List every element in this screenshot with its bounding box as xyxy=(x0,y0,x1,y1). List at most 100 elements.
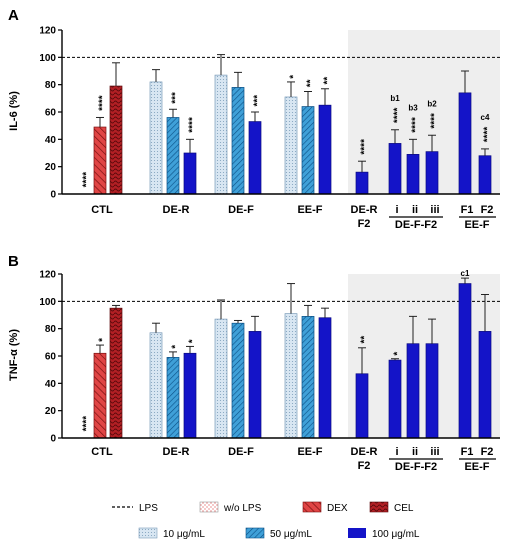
panel-b-significance-label: * xyxy=(188,339,199,343)
panel-b-label-eef-sub: EE-F xyxy=(464,461,489,473)
panel-a-bar xyxy=(166,117,180,195)
panel-b-letter: B xyxy=(8,253,19,270)
legend-cel-label: CEL xyxy=(394,503,414,514)
panel-a: A ******** ************* **********b1****b… xyxy=(8,7,500,231)
panel-a-label-def: DE-F xyxy=(228,204,254,216)
panel-a-bar xyxy=(214,74,228,195)
panel-b-label-eef: EE-F xyxy=(297,446,322,458)
panel-a-significance-label: *** xyxy=(171,92,182,104)
panel-b-significance-label: ** xyxy=(360,336,371,344)
panel-b-bar xyxy=(109,307,123,439)
panel-a-label-f1: F1 xyxy=(461,204,474,216)
panel-a-bar xyxy=(425,151,439,195)
panel-b-label-f1: F1 xyxy=(461,446,474,458)
panel-a-y-tick-label: 20 xyxy=(45,162,57,173)
panel-a-y-tick-label: 100 xyxy=(39,53,56,64)
panel-b-bar xyxy=(406,343,420,439)
panel-a-shaded-region xyxy=(348,30,500,194)
legend-wo-lps-label: w/o LPS xyxy=(223,503,262,514)
panel-b-label-def: DE-F xyxy=(228,446,254,458)
panel-a-bar xyxy=(406,154,420,195)
panel-b-bar xyxy=(214,318,228,439)
panel-a-label-f2: F2 xyxy=(481,204,494,216)
legend-lps-label: LPS xyxy=(139,503,158,514)
panel-a-bar xyxy=(355,171,369,195)
panel-a-label-der-f2-top: DE-R xyxy=(351,204,378,216)
panel-a-y-axis-label: IL-6 (%) xyxy=(8,91,20,131)
panel-a-bar xyxy=(93,126,107,195)
panel-a-label-ctl: CTL xyxy=(91,204,113,216)
panel-b-significance-label: **** xyxy=(82,416,93,432)
panel-a-letter: A xyxy=(8,7,19,24)
panel-a-label-der: DE-R xyxy=(163,204,190,216)
panel-b-label-der: DE-R xyxy=(163,446,190,458)
panel-a-y-tick-label: 80 xyxy=(45,80,57,91)
panel-b-label-der-f2-top: DE-R xyxy=(351,446,378,458)
legend-10-swatch xyxy=(138,527,158,539)
panel-a-bar xyxy=(478,155,492,195)
panel-b-shaded-region xyxy=(348,274,500,438)
panel-a-label-i: i xyxy=(395,204,398,216)
panel-b-bar xyxy=(149,332,163,439)
panel-a-y-tick-label: 40 xyxy=(45,135,57,146)
panel-b-bar xyxy=(166,357,180,439)
panel-a-significance-label: **** xyxy=(82,172,93,188)
panel-b-label-i: i xyxy=(395,446,398,458)
panel-a-bar xyxy=(318,104,332,195)
panel-a-label-eef-sub: EE-F xyxy=(464,219,489,231)
legend-50-swatch xyxy=(245,527,265,539)
panel-a-bar xyxy=(301,106,315,195)
panel-a-label-iii: iii xyxy=(430,204,439,216)
panel-b-label-def-f2: DE-F-F2 xyxy=(395,461,437,473)
legend-100-label: 100 μg/mL xyxy=(372,529,420,540)
panel-b-y-tick-label: 0 xyxy=(50,434,56,445)
panel-a-significance-label: **** xyxy=(411,117,422,133)
panel-a-bar xyxy=(149,81,163,195)
panel-a-significance-label: ** xyxy=(306,79,317,87)
panel-a-bar xyxy=(231,87,245,195)
panel-b-y-tick-label: 100 xyxy=(39,297,56,308)
panel-a-annotation-label: c4 xyxy=(481,113,490,122)
panel-a-significance-label: **** xyxy=(393,107,404,123)
legend-100-swatch xyxy=(348,528,366,538)
panel-b-bar xyxy=(355,373,369,439)
panel-b-label-f2: F2 xyxy=(481,446,494,458)
panel-a-annotation-label: b3 xyxy=(408,104,418,113)
panel-b-bar xyxy=(388,359,402,439)
panel-a-bar xyxy=(284,96,298,195)
panel-a-bar xyxy=(109,85,123,195)
panel-a-bar xyxy=(388,143,402,195)
panel-b-y-tick-label: 40 xyxy=(45,379,57,390)
panel-b-bar xyxy=(248,331,262,439)
panel-b-bar xyxy=(478,331,492,439)
panel-a-significance-label: *** xyxy=(253,95,264,107)
panel-b-label-der-f2-bottom: F2 xyxy=(358,460,371,472)
panel-a-label-def-f2: DE-F-F2 xyxy=(395,219,437,231)
panel-a-y-tick-label: 0 xyxy=(50,190,56,201)
panel-b-bar xyxy=(458,283,472,439)
panel-b-bar xyxy=(183,352,197,439)
panel-a-bar xyxy=(458,92,472,195)
panel-a-label-ii: ii xyxy=(412,204,418,216)
panel-b-bar xyxy=(301,316,315,439)
panel-b-label-iii: iii xyxy=(430,446,439,458)
legend-wo-lps-swatch xyxy=(199,501,219,513)
legend: LPS w/o LPS DEX CEL 10 μg/mL 50 μg/mL 10… xyxy=(112,501,420,540)
legend-dex-swatch xyxy=(302,501,322,513)
panel-b-label-ii: ii xyxy=(412,446,418,458)
panel-a-y-tick-label: 120 xyxy=(39,26,56,37)
panel-b-y-tick-label: 120 xyxy=(39,270,56,281)
panel-b-bar xyxy=(425,343,439,439)
panel-a-label-der-f2-bottom: F2 xyxy=(358,218,371,230)
panel-a-significance-label: **** xyxy=(430,113,441,129)
panel-b-bar xyxy=(231,322,245,439)
panel-a-significance-label: **** xyxy=(483,127,494,143)
panel-a-annotation-label: b1 xyxy=(390,94,400,103)
legend-10-label: 10 μg/mL xyxy=(163,529,205,540)
panel-a-significance-label: **** xyxy=(188,117,199,133)
panel-a-significance-label: **** xyxy=(98,95,109,111)
panel-b-significance-label: * xyxy=(393,352,404,356)
panel-b-y-tick-label: 60 xyxy=(45,352,57,363)
panel-b-significance-label: * xyxy=(98,338,109,342)
